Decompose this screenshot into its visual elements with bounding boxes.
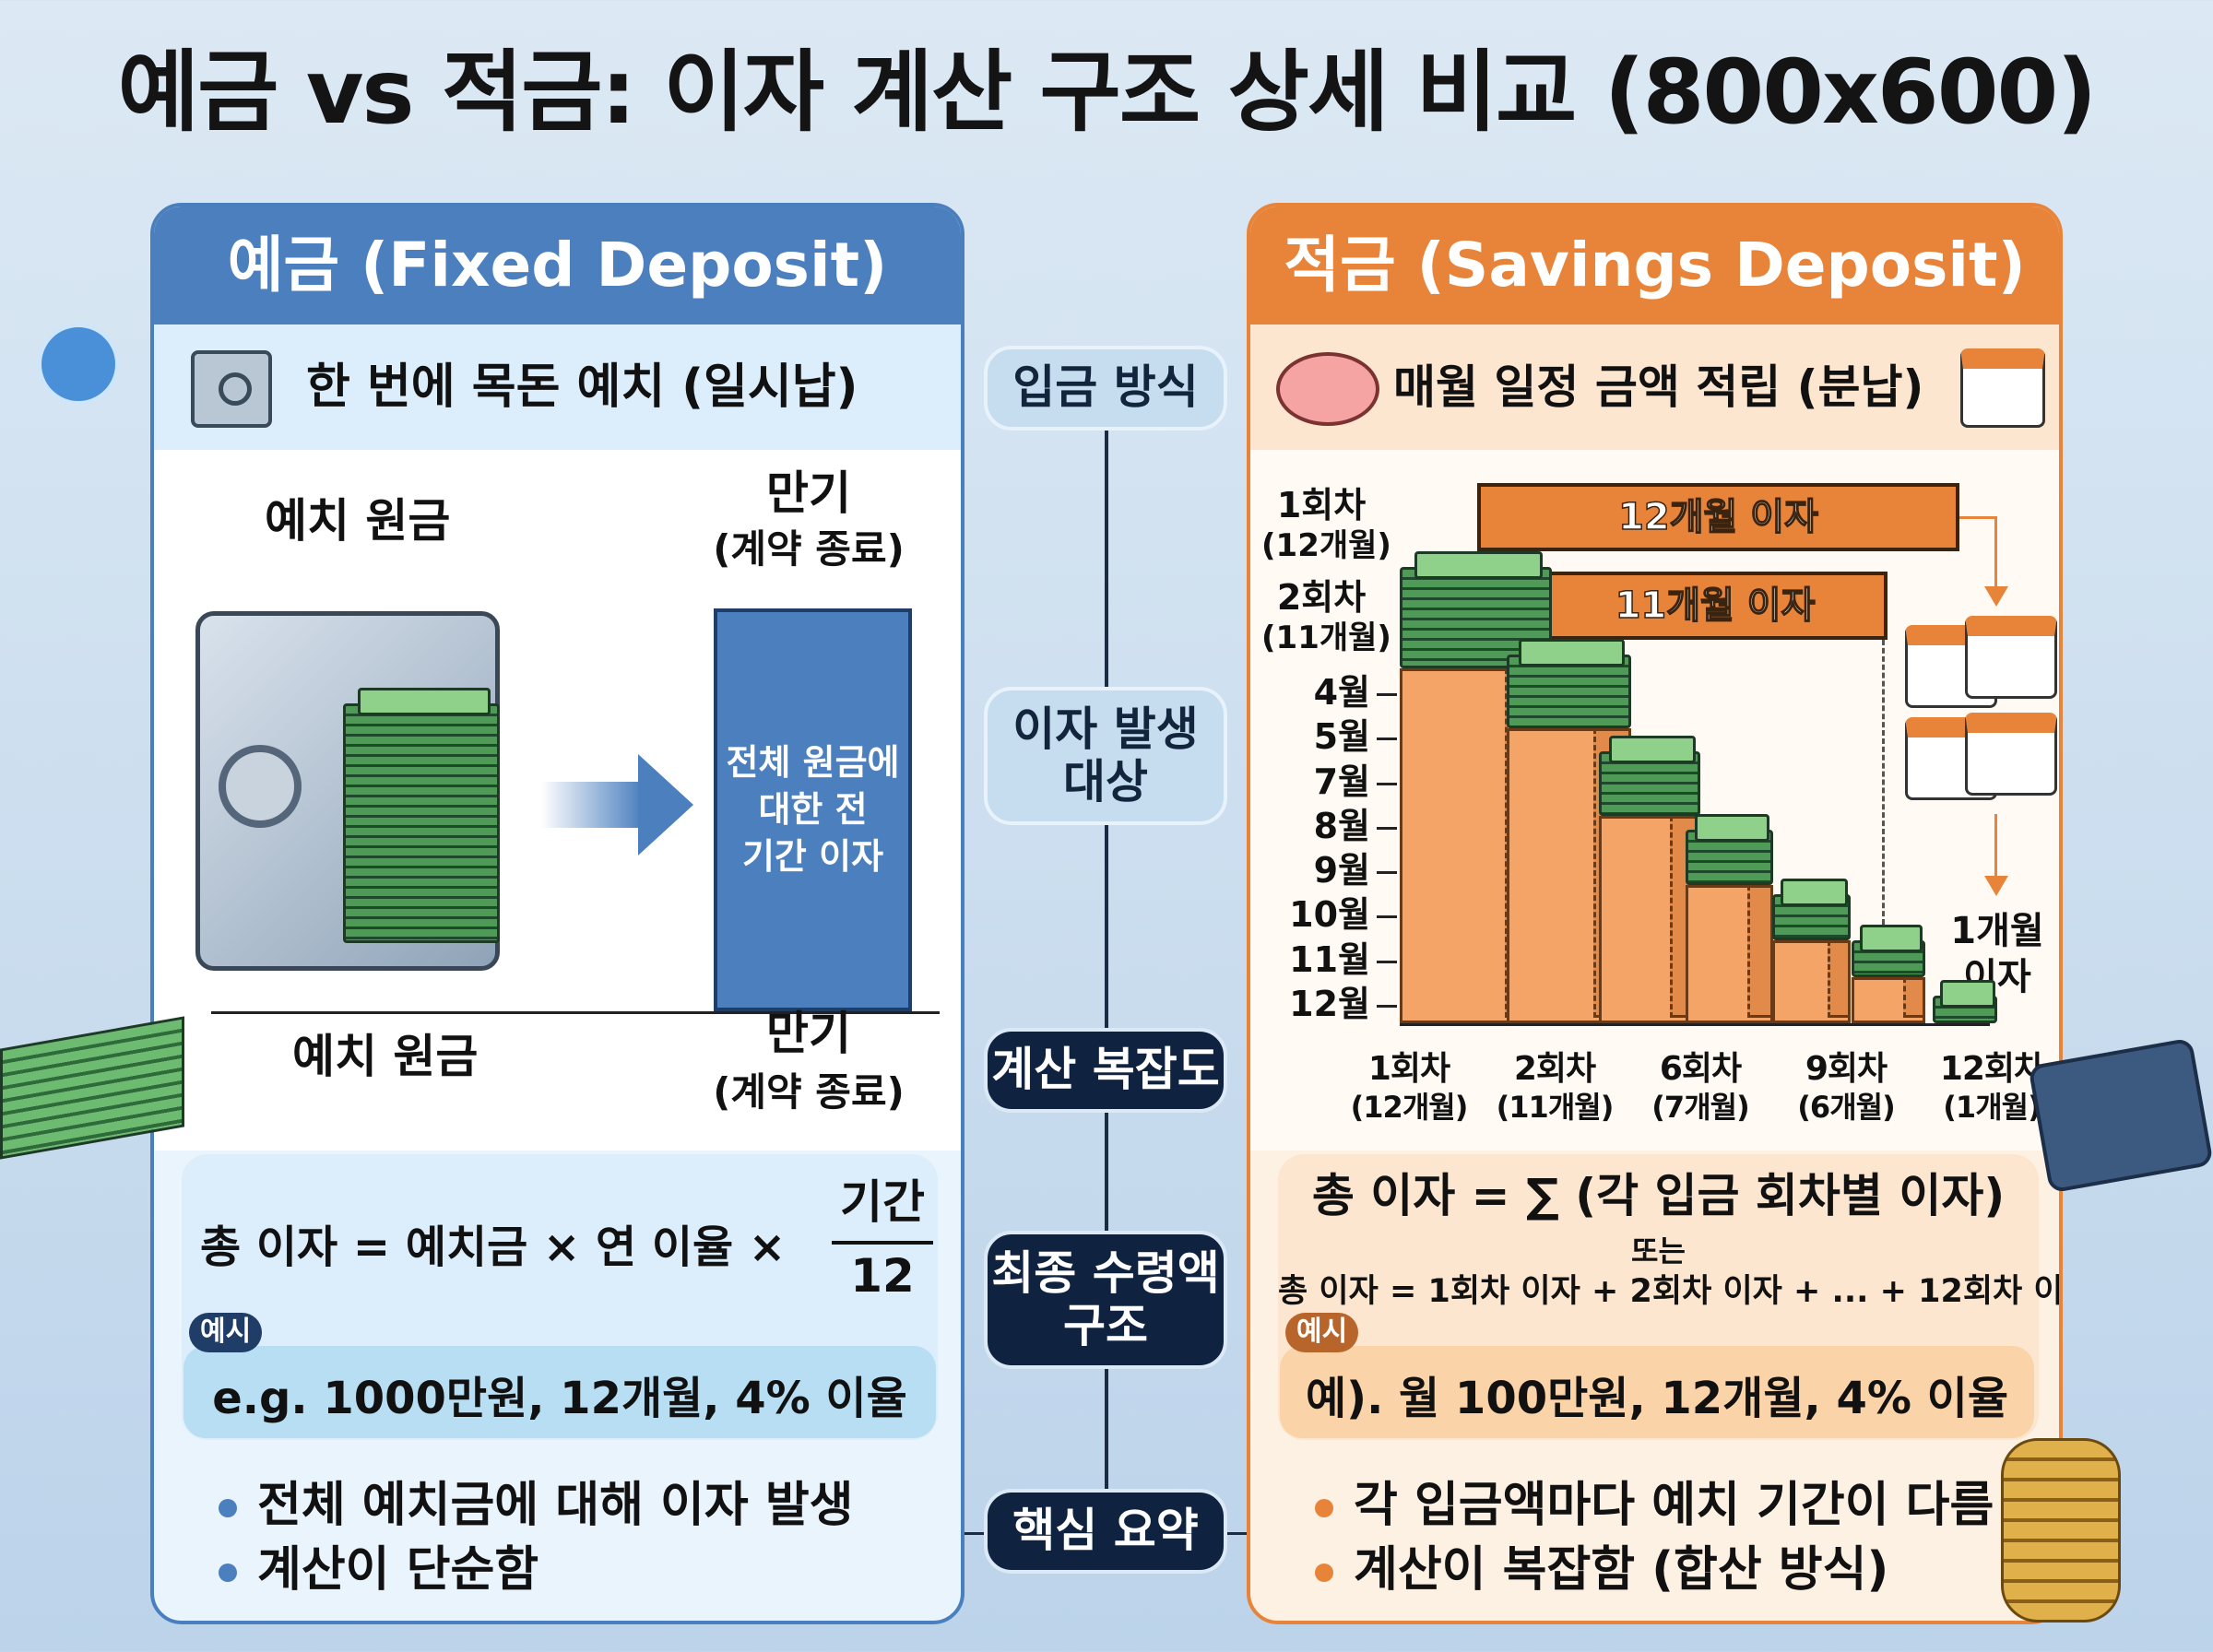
y-tick-mark [1377,782,1397,785]
fixed-deposit-panel: 예금 (Fixed Deposit) 한 번에 목돈 예치 (일시납) 예치 원… [150,203,964,1624]
savings-formula-sum: 총 이자 = ∑ (각 입금 회차별 이자) [1311,1169,2006,1222]
y-tick-label: 11월 [1289,938,1370,980]
interest-bar-11-months: 11개월 이자 [1543,572,1888,640]
savings-deposit-example: 예). 월 100만원, 12개월, 4% 이율 [1280,1346,2034,1438]
x-axis-label: (12개월) [1350,1090,1469,1125]
deposit-bar [1772,940,1851,1023]
fixed-deposit-header: 예금 (Fixed Deposit) [154,206,961,324]
x-axis-label: 12회차 [1939,1050,2044,1088]
savings-deposit-formula-box: 총 이자 = ∑ (각 입금 회차별 이자) 또는 총 이자 = 1회차 이자 … [1278,1154,2063,1440]
x-axis-label: 9회차 [1805,1050,1888,1088]
x-axis-label: (1개월) [1943,1090,2041,1125]
savings-deposit-subheader: 매월 일정 금액 적립 (분납) [1250,324,2059,450]
calendar-icon [1960,348,2045,428]
chart-baseline [1400,1023,1990,1026]
example-badge: 예시 [189,1313,263,1352]
example-badge: 예시 [1285,1313,1359,1352]
y-tick-label: 4월 [1313,672,1370,713]
x-axis-label: (6개월) [1797,1090,1895,1125]
fixed-deposit-bullet: 계산이 단순함 [219,1542,538,1599]
safe-icon [191,350,272,428]
fixed-deposit-example: e.g. 1000만원, 12개월, 4% 이율 [183,1346,936,1438]
y-tick-label: 9월 [1313,850,1370,891]
y-tick-mark [1377,693,1397,696]
y-tick-mark [1377,738,1397,741]
baseline [211,1011,940,1014]
y-tick-label: 10월 [1289,894,1370,936]
y-tick-label: 12월 [1289,984,1370,1024]
x-axis-label: (11개월) [1496,1090,1615,1125]
x-axis-label: 1회차 [1367,1050,1450,1088]
y-tick-mark [1377,826,1397,830]
savings-formula-expanded: 총 이자 = 1회차 이자 + 2회차 이자 + ... + 12회차 이자 [1278,1273,2063,1310]
fixed-deposit-formula-box: 총 이자 = 예치금 × 연 이율 × 기간 12 e.g. 1000만원, 1… [182,1154,938,1440]
cash-stack-icon [1507,639,1631,728]
savings-deposit-header: 적금 (Savings Deposit) [1250,206,2059,324]
savings-deposit-panel: 적금 (Savings Deposit) 매월 일정 금액 적립 (분납) 1회… [1247,203,2063,1624]
deposit-bar [1686,885,1773,1023]
cash-stack-icon [1599,736,1700,816]
cash-stack-icon [1772,879,1851,940]
fixed-deposit-bullet: 전체 예치금에 대해 이자 발생 [219,1478,854,1534]
x-axis-label: (7개월) [1651,1090,1749,1125]
fixed-deposit-diagram: 예치 원금 만기 (계약 종료) 전체 원금에 대한 전 기간 이자 [154,450,961,1150]
calendar-icon [1965,713,2057,796]
won-coin-icon [37,323,120,406]
savings-deposit-bullet: 각 입금액마다 예치 기간이 다름 [1315,1478,1994,1534]
savings-deposit-diagram: 1회차 (12개월) 2회차 (11개월) 12개월 이자 11개월 이자 1개… [1250,450,2059,1150]
y-tick-label: 8월 [1313,805,1370,846]
category-interest-target: 이자 발생 대상 [984,687,1227,825]
y-tick-mark [1377,960,1397,963]
category-final-amount: 최종 수령액 구조 [984,1231,1227,1369]
y-tick-label: 7월 [1313,761,1370,802]
cash-stack-icon [1686,814,1773,885]
category-deposit-method: 입금 방식 [984,346,1227,431]
interest-bar-12-months: 12개월 이자 [1477,483,1959,551]
center-connector-line [1105,424,1108,1540]
y-tick-mark [1377,1005,1397,1008]
maturity-bar: 전체 원금에 대한 전 기간 이자 [714,608,912,1011]
fixed-deposit-formula: 총 이자 = 예치금 × 연 이율 × [200,1221,787,1273]
cash-stack-icon [1852,925,1925,977]
cash-stack-icon [1933,980,1997,1023]
calendar-icon [1965,616,2057,699]
piggy-bank-icon [1276,352,1379,426]
page-title: 예금 vs 적금: 이자 계산 구조 상세 비교 (800x600) [117,41,2097,144]
x-axis-label: 6회차 [1659,1050,1742,1088]
y-tick-mark [1377,871,1397,875]
savings-deposit-bullet: 계산이 복잡함 (합산 방식) [1315,1542,1888,1599]
category-summary: 핵심 요약 [984,1489,1227,1574]
cash-stack-icon [343,688,500,943]
coin-stack-icon [2001,1438,2121,1622]
x-axis-label: 2회차 [1513,1050,1596,1088]
y-tick-mark [1377,915,1397,919]
fixed-deposit-subheader: 한 번에 목돈 예치 (일시납) [154,324,961,450]
deposit-bar [1852,977,1925,1023]
category-complexity: 계산 복잡도 [984,1028,1227,1113]
y-tick-label: 5월 [1313,716,1370,758]
calculator-icon [2028,1037,2213,1194]
